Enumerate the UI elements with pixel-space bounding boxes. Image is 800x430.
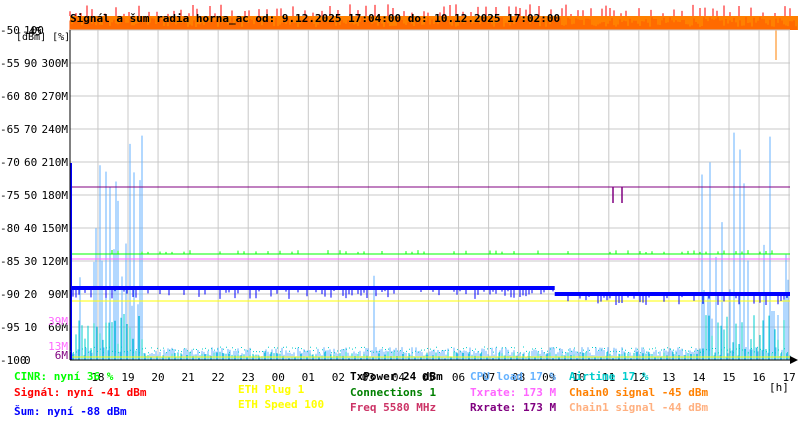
y-tick-pct: 0 <box>24 354 31 367</box>
y-tick-dbm: -85 <box>0 255 20 268</box>
x-tick-label: 00 <box>272 371 285 384</box>
x-tick-label: 20 <box>151 371 164 384</box>
signal-spikes <box>69 4 791 16</box>
y-tick-pct: 100 <box>24 24 44 37</box>
y-tick-dbm: -100 <box>0 354 27 367</box>
y-tick-dbm: -55 <box>0 57 20 70</box>
legend-noise: Šum: nyní -88 dBm <box>14 405 127 418</box>
legend-signal: Signál: nyní -41 dBm <box>14 386 147 399</box>
axis-units: [dBm] [%] <box>16 32 70 43</box>
y-tick-rate: 270M <box>42 90 69 103</box>
x-tick-label: 03 <box>362 371 375 384</box>
legend-chain0: Chain0 signal -45 dBm <box>569 386 709 399</box>
x-tick-label: 02 <box>332 371 345 384</box>
legend-airtime: Airtime 17 % <box>569 370 649 383</box>
y-tick-pct: 80 <box>24 90 37 103</box>
x-tick-label: 18 <box>91 371 104 384</box>
x-tick-label: 07 <box>482 371 495 384</box>
x-tick-label: 08 <box>512 371 525 384</box>
y-tick-rate: 240M <box>42 123 69 136</box>
x-tick-label: 05 <box>422 371 435 384</box>
y-tick-dbm: -80 <box>0 222 20 235</box>
x-tick-label: 10 <box>572 371 585 384</box>
y-tick-pct: 50 <box>24 189 37 202</box>
legend-chain1: Chain1 signal -44 dBm <box>569 401 709 414</box>
cinr-notches <box>111 250 773 254</box>
legend-eth-speed: ETH Speed 100 <box>238 398 325 411</box>
y-tick-rate: 150M <box>42 222 69 235</box>
y-tick-dbm: -95 <box>0 321 20 334</box>
y-tick-rate-extra: 6M <box>55 349 69 362</box>
x-tick-label: 06 <box>452 371 465 384</box>
y-tick-rate: 300M <box>42 57 69 70</box>
chart-title: Signál a šum radia horna_ac od: 9.12.202… <box>70 12 560 25</box>
y-tick-dbm: -75 <box>0 189 20 202</box>
y-tick-pct: 90 <box>24 57 37 70</box>
y-tick-pct: 10 <box>24 321 37 334</box>
x-tick-label: 19 <box>121 371 134 384</box>
x-tick-label: 17 <box>782 371 795 384</box>
noise-spikes <box>72 290 788 305</box>
legend-rxrate: Rxrate: 173 M <box>470 401 557 414</box>
y-tick-pct: 40 <box>24 222 37 235</box>
y-tick-pct: 60 <box>24 156 37 169</box>
y-tick-dbm: -50 <box>0 24 20 37</box>
x-unit-label: [h] <box>769 381 789 394</box>
y-tick-dbm: -90 <box>0 288 20 301</box>
x-tick-label: 12 <box>632 371 645 384</box>
y-tick-rate: 210M <box>42 156 69 169</box>
x-tick-label: 04 <box>392 371 406 384</box>
y-tick-pct: 20 <box>24 288 37 301</box>
top-left-label: -45 <box>22 25 42 38</box>
legend-freq: Freq 5580 MHz <box>350 401 437 414</box>
x-tick-label: 01 <box>302 371 315 384</box>
legend-connections: Connections 1 <box>350 386 437 399</box>
y-tick-rate: 90M <box>48 288 68 301</box>
legend-cpu-load: CPU load 17 % <box>470 370 557 383</box>
legend-txrate: Txrate: 173 M <box>470 386 557 399</box>
legend-txpower: TxPower 24 dBm <box>350 370 443 383</box>
y-tick-dbm: -60 <box>0 90 20 103</box>
y-tick-dbm: -70 <box>0 156 20 169</box>
noise-band-2 <box>554 292 790 296</box>
y-tick-rate-extra: 39M <box>48 315 68 328</box>
y-tick-pct: 70 <box>24 123 37 136</box>
x-tick-label: 11 <box>602 371 615 384</box>
x-tick-label: 23 <box>242 371 255 384</box>
y-tick-dbm: -65 <box>0 123 20 136</box>
y-tick-pct: 30 <box>24 255 37 268</box>
legend-cinr: CINR: nyní 36 % <box>14 370 114 383</box>
x-tick-label: 13 <box>662 371 675 384</box>
cpu-load-series <box>69 132 791 360</box>
x-tick-label: 22 <box>212 371 225 384</box>
y-tick-rate: 180M <box>42 189 69 202</box>
noise-band-1 <box>70 286 555 290</box>
x-tick-label: 15 <box>722 371 735 384</box>
x-tick-label: 21 <box>181 371 194 384</box>
x-axis-arrow <box>790 356 798 364</box>
x-tick-label: 14 <box>692 371 706 384</box>
chain0-spikes <box>69 17 797 30</box>
x-tick-label: 09 <box>542 371 555 384</box>
y-tick-rate: 120M <box>42 255 69 268</box>
legend-eth-plug: ETH Plug 1 <box>238 383 305 396</box>
y-tick-rate: 60M <box>48 321 68 334</box>
y-tick-rate-extra: 13M <box>48 340 68 353</box>
x-tick-label: 16 <box>752 371 765 384</box>
